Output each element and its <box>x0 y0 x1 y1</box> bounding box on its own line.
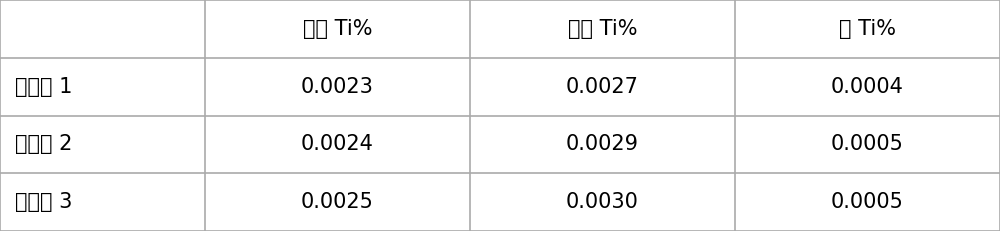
Text: 0.0005: 0.0005 <box>831 134 904 154</box>
Text: 鉢包 Ti%: 鉢包 Ti% <box>303 19 372 39</box>
Text: 0.0024: 0.0024 <box>301 134 374 154</box>
Text: 实施例 1: 实施例 1 <box>15 77 72 97</box>
Text: 0.0027: 0.0027 <box>566 77 639 97</box>
Text: 中包 Ti%: 中包 Ti% <box>568 19 637 39</box>
Text: 0.0029: 0.0029 <box>566 134 639 154</box>
Text: 增 Ti%: 增 Ti% <box>839 19 896 39</box>
Text: 0.0025: 0.0025 <box>301 192 374 212</box>
Text: 0.0005: 0.0005 <box>831 192 904 212</box>
Text: 0.0023: 0.0023 <box>301 77 374 97</box>
Text: 实施例 2: 实施例 2 <box>15 134 72 154</box>
Text: 0.0004: 0.0004 <box>831 77 904 97</box>
Text: 实施例 3: 实施例 3 <box>15 192 72 212</box>
Text: 0.0030: 0.0030 <box>566 192 639 212</box>
